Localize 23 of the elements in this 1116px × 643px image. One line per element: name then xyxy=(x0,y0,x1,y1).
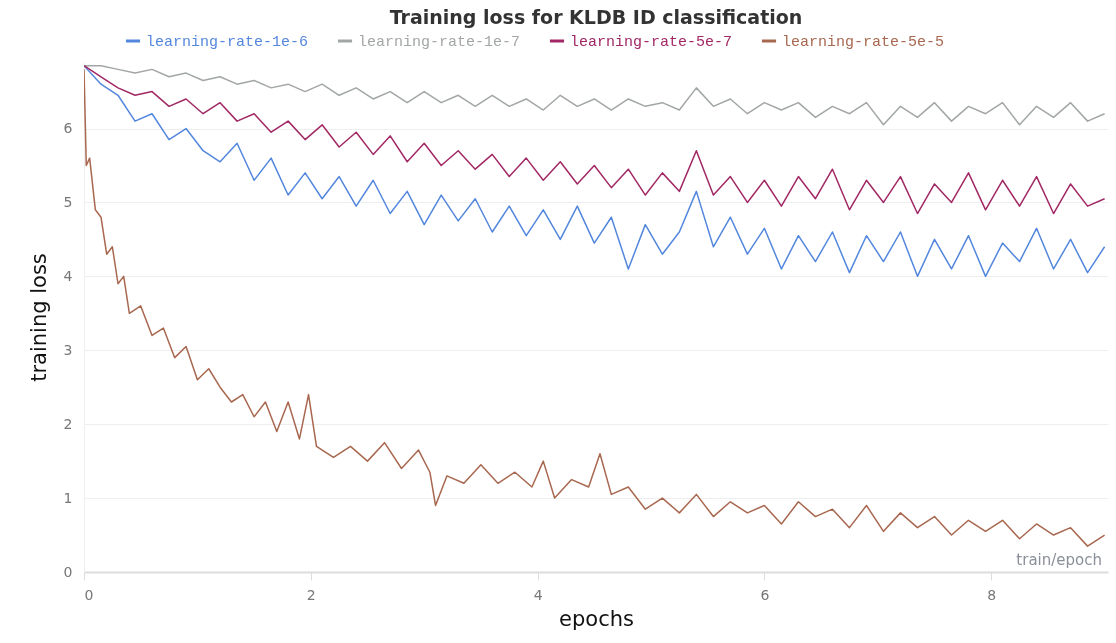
y-axis-title: training loss xyxy=(26,253,51,382)
legend-label: learning-rate-1e-6 xyxy=(146,34,309,51)
legend-label: learning-rate-5e-5 xyxy=(782,34,945,51)
x-tick-label: 4 xyxy=(533,586,543,603)
line-series xyxy=(84,68,1106,547)
legend-label: learning-rate-1e-7 xyxy=(358,34,521,51)
y-tick-label: 6 xyxy=(63,120,73,137)
y-tick-label: 1 xyxy=(63,489,73,506)
chart-title: Training loss for KLDB ID classification xyxy=(389,6,803,28)
x-tick-label: 2 xyxy=(306,586,316,603)
x-tick-label: 6 xyxy=(760,586,770,603)
x-axis-title: epochs xyxy=(559,606,634,631)
x-tick-label: 0 xyxy=(84,586,94,603)
line-series xyxy=(84,64,1106,126)
y-tick-label: 2 xyxy=(63,415,73,432)
y-tick-label: 0 xyxy=(63,563,73,580)
x-tick-label: 8 xyxy=(987,586,997,603)
y-tick-label: 5 xyxy=(63,193,73,210)
legend-label: learning-rate-5e-7 xyxy=(570,34,733,51)
y-tick-label: 4 xyxy=(63,267,73,284)
line-series xyxy=(84,64,1106,215)
y-tick-label: 3 xyxy=(63,341,73,358)
annotation: train/epoch xyxy=(1016,551,1102,569)
